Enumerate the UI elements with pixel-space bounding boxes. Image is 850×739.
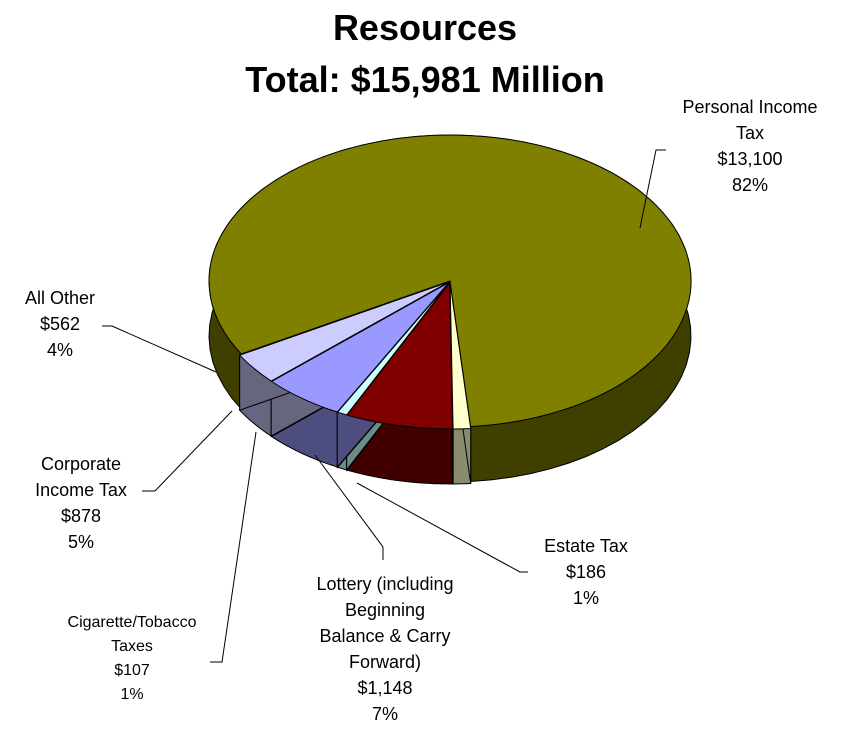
chart-title: Resources — [332, 7, 518, 48]
pie-slice-personal — [208, 134, 692, 428]
label-name-line: Cigarette/Tobacco — [67, 614, 197, 631]
slice-label-lottery: Lottery (including Beginning Balance & C… — [290, 571, 480, 727]
label-value: $878 — [60, 506, 102, 526]
label-name-line: Corporate — [40, 454, 122, 474]
leader-line-corporate — [142, 410, 233, 492]
pie-slice-corporate — [270, 282, 450, 413]
pie-top-slices — [208, 134, 692, 430]
pie-slice-estate — [449, 282, 472, 430]
label-percent: 7% — [371, 704, 398, 724]
label-name-line: Beginning — [344, 600, 426, 620]
label-name-line: Income Tax — [35, 480, 127, 500]
label-value: $186 — [565, 562, 607, 582]
label-name-line: Estate Tax — [544, 536, 628, 556]
label-percent: 1% — [572, 588, 599, 608]
label-value: $562 — [39, 314, 81, 334]
label-value: $1,148 — [357, 678, 413, 698]
slice-label-cigarette-tobacco: Cigarette/Tobacco Taxes $107 1% — [42, 611, 222, 707]
slice-label-estate-tax: Estate Tax $186 1% — [516, 533, 656, 611]
chart-subtitle: Total: $15,981 Million — [245, 59, 605, 100]
label-value: $13,100 — [717, 149, 783, 169]
label-name-line: Forward) — [348, 652, 421, 672]
label-name-line: Lottery (including — [316, 574, 454, 594]
slice-label-all-other: All Other $562 4% — [10, 285, 110, 363]
label-percent: 1% — [120, 686, 144, 703]
leader-line-personal — [639, 149, 666, 229]
leader-line-estate — [356, 482, 528, 573]
label-value: $107 — [114, 662, 150, 679]
leader-lines — [102, 149, 666, 663]
leader-line-other — [102, 325, 217, 373]
label-name-line: Taxes — [111, 638, 153, 655]
pie-slice-other — [238, 281, 449, 382]
label-name-line: Balance & Carry — [319, 626, 451, 646]
label-name-line: Personal Income — [682, 97, 818, 117]
leader-line-cigarette — [210, 431, 257, 663]
pie-slice-lottery — [346, 281, 454, 430]
label-percent: 82% — [731, 175, 769, 195]
label-percent: 4% — [46, 340, 73, 360]
slice-label-corporate-income-tax: Corporate Income Tax $878 5% — [16, 451, 146, 555]
leader-line-lottery — [314, 454, 384, 560]
label-name-line: Tax — [735, 123, 764, 143]
label-name-line: All Other — [24, 288, 96, 308]
slice-label-personal-income-tax: Personal Income Tax $13,100 82% — [650, 94, 850, 198]
label-percent: 5% — [67, 532, 94, 552]
